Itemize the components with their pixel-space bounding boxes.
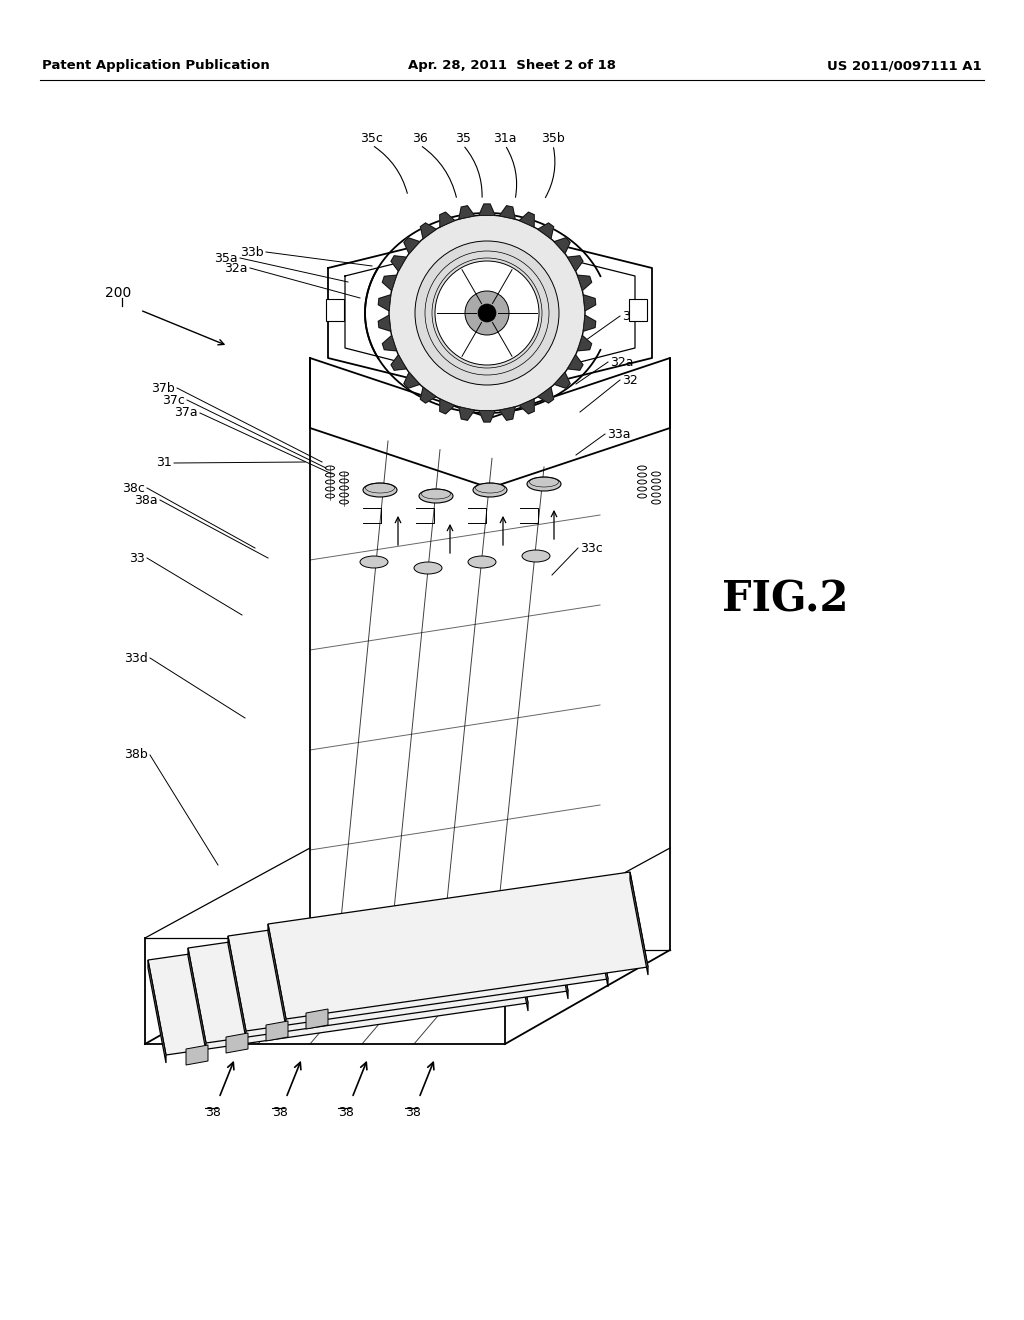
Polygon shape bbox=[440, 213, 455, 227]
Text: 35c: 35c bbox=[360, 132, 383, 144]
Polygon shape bbox=[403, 372, 420, 388]
Polygon shape bbox=[266, 1020, 288, 1041]
Polygon shape bbox=[538, 223, 554, 239]
Text: 35: 35 bbox=[455, 132, 471, 144]
Text: 32: 32 bbox=[622, 374, 638, 387]
Text: 38b: 38b bbox=[124, 748, 148, 762]
Ellipse shape bbox=[468, 556, 496, 568]
Polygon shape bbox=[421, 387, 436, 403]
Polygon shape bbox=[510, 908, 528, 1011]
Text: 33b: 33b bbox=[622, 309, 645, 322]
Ellipse shape bbox=[362, 483, 397, 498]
Text: 33d: 33d bbox=[124, 652, 148, 664]
Ellipse shape bbox=[522, 550, 550, 562]
Polygon shape bbox=[382, 275, 396, 290]
Circle shape bbox=[415, 242, 559, 385]
Text: 38a: 38a bbox=[134, 494, 158, 507]
Polygon shape bbox=[403, 238, 420, 253]
Ellipse shape bbox=[360, 556, 388, 568]
Polygon shape bbox=[440, 399, 455, 413]
Text: 35a: 35a bbox=[214, 252, 238, 264]
Text: Patent Application Publication: Patent Application Publication bbox=[42, 59, 269, 73]
Ellipse shape bbox=[414, 562, 442, 574]
Text: 35b: 35b bbox=[541, 132, 565, 144]
Ellipse shape bbox=[473, 483, 507, 498]
Polygon shape bbox=[148, 908, 528, 1055]
Polygon shape bbox=[226, 1034, 248, 1053]
Text: 37b: 37b bbox=[152, 381, 175, 395]
Text: 32a: 32a bbox=[224, 261, 248, 275]
Polygon shape bbox=[554, 372, 570, 388]
Text: 31a: 31a bbox=[494, 132, 517, 144]
Polygon shape bbox=[550, 896, 568, 999]
Text: 32a: 32a bbox=[610, 355, 634, 368]
Polygon shape bbox=[228, 884, 608, 1031]
Text: 36: 36 bbox=[412, 132, 428, 144]
Text: FIG.2: FIG.2 bbox=[722, 579, 849, 620]
Text: US 2011/0097111 A1: US 2011/0097111 A1 bbox=[827, 59, 982, 73]
Text: 38: 38 bbox=[205, 1106, 221, 1119]
Polygon shape bbox=[391, 355, 407, 370]
Circle shape bbox=[465, 290, 509, 335]
Text: 37a: 37a bbox=[174, 407, 198, 420]
Polygon shape bbox=[584, 294, 596, 310]
Text: 33a: 33a bbox=[607, 428, 631, 441]
Text: 200: 200 bbox=[105, 286, 131, 300]
Text: 33b: 33b bbox=[241, 246, 264, 259]
Circle shape bbox=[478, 304, 496, 322]
Polygon shape bbox=[578, 335, 592, 351]
Polygon shape bbox=[479, 411, 495, 422]
Polygon shape bbox=[584, 315, 596, 331]
Text: 37c: 37c bbox=[162, 393, 185, 407]
Text: 38: 38 bbox=[338, 1106, 354, 1119]
Polygon shape bbox=[578, 275, 592, 290]
Polygon shape bbox=[567, 355, 583, 370]
Text: 38c: 38c bbox=[122, 482, 145, 495]
Polygon shape bbox=[378, 294, 391, 310]
Polygon shape bbox=[630, 873, 648, 975]
Text: 31: 31 bbox=[157, 457, 172, 470]
Text: 33c: 33c bbox=[580, 541, 603, 554]
Polygon shape bbox=[538, 387, 554, 403]
Polygon shape bbox=[590, 884, 608, 987]
Polygon shape bbox=[519, 213, 535, 227]
Text: 38: 38 bbox=[406, 1106, 421, 1119]
Text: Apr. 28, 2011  Sheet 2 of 18: Apr. 28, 2011 Sheet 2 of 18 bbox=[408, 59, 616, 73]
Polygon shape bbox=[459, 206, 474, 219]
Polygon shape bbox=[186, 1045, 208, 1065]
Circle shape bbox=[435, 261, 539, 366]
Text: 38: 38 bbox=[272, 1106, 288, 1119]
Polygon shape bbox=[459, 407, 474, 420]
Polygon shape bbox=[268, 873, 648, 1019]
Polygon shape bbox=[500, 206, 515, 219]
Polygon shape bbox=[500, 407, 515, 420]
Polygon shape bbox=[391, 256, 407, 271]
Polygon shape bbox=[228, 936, 246, 1039]
Polygon shape bbox=[188, 896, 568, 1043]
Text: 33: 33 bbox=[129, 552, 145, 565]
Circle shape bbox=[389, 215, 585, 411]
Polygon shape bbox=[378, 315, 391, 331]
Polygon shape bbox=[554, 238, 570, 253]
Polygon shape bbox=[382, 335, 396, 351]
Polygon shape bbox=[519, 399, 535, 413]
FancyBboxPatch shape bbox=[326, 300, 344, 321]
Polygon shape bbox=[148, 960, 166, 1063]
Polygon shape bbox=[268, 924, 286, 1027]
Polygon shape bbox=[479, 205, 495, 215]
Polygon shape bbox=[421, 223, 436, 239]
FancyBboxPatch shape bbox=[629, 300, 647, 321]
Polygon shape bbox=[306, 1008, 328, 1030]
Polygon shape bbox=[567, 256, 583, 271]
Ellipse shape bbox=[527, 477, 561, 491]
Polygon shape bbox=[188, 948, 206, 1051]
Ellipse shape bbox=[419, 488, 453, 503]
